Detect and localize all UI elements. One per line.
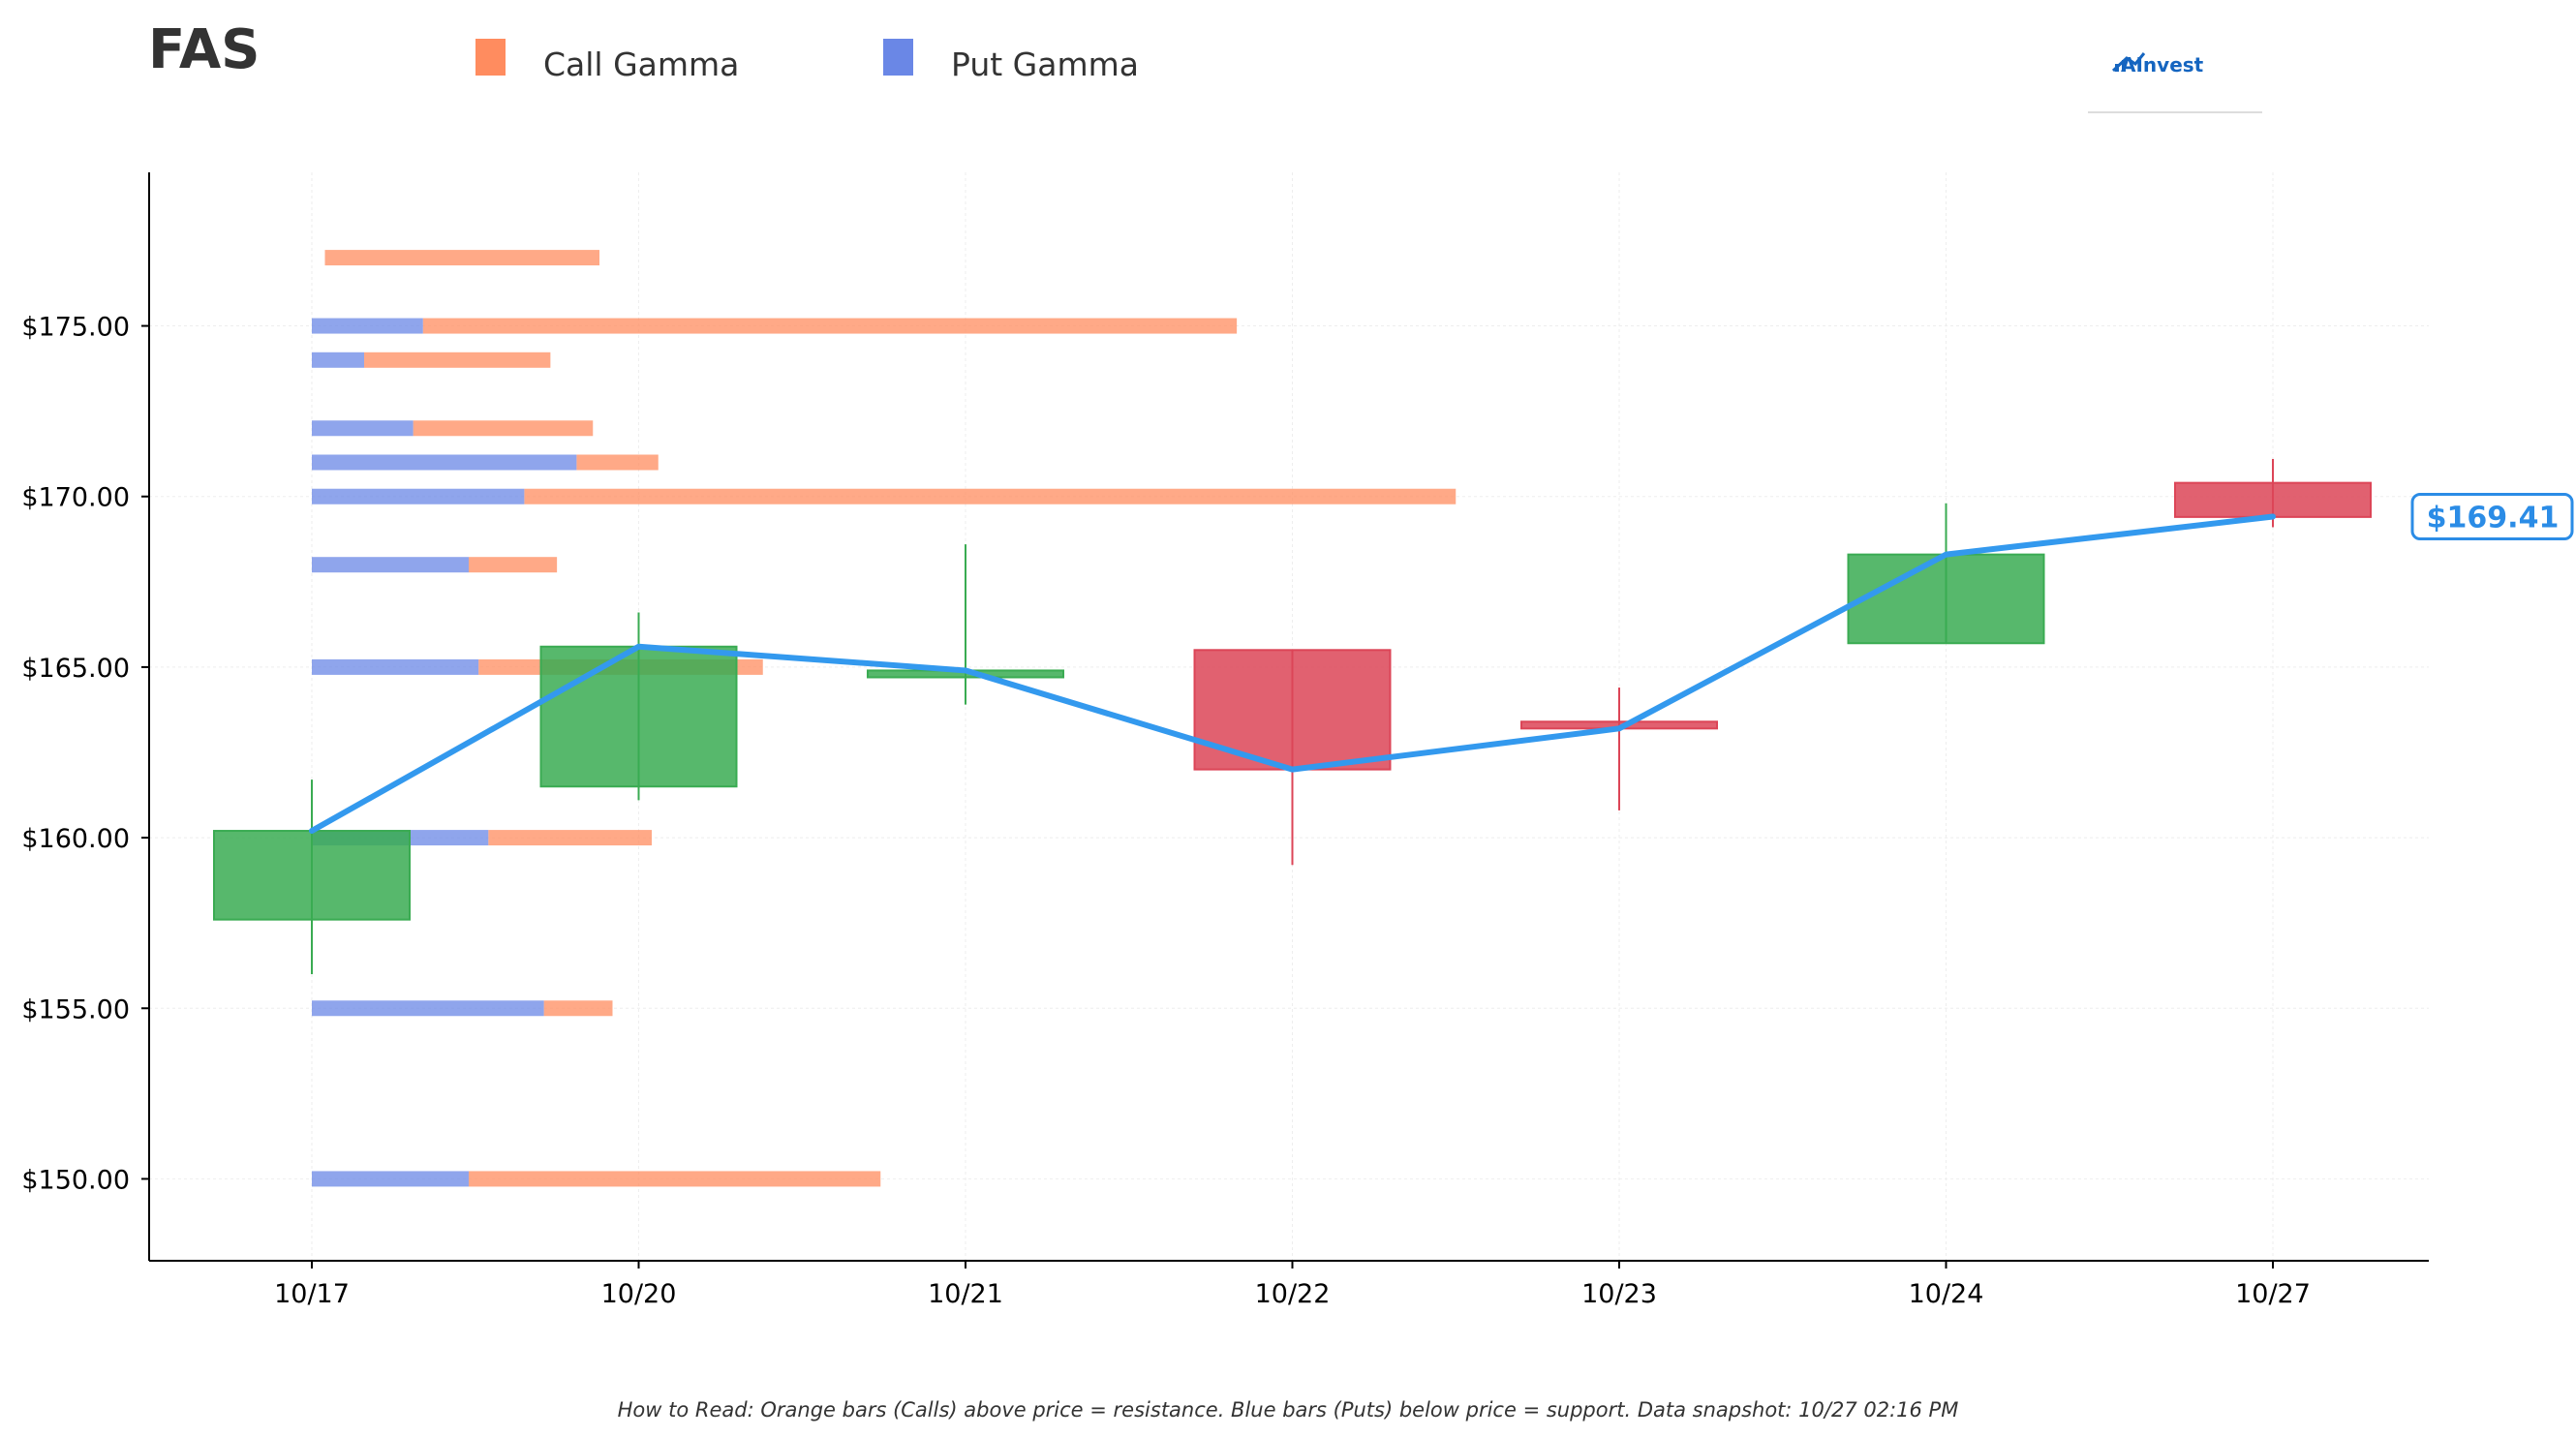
put-gamma-bar [312,454,577,471]
put-gamma-bar [312,420,414,437]
call-gamma-bar [524,488,1457,504]
call-gamma-bar [488,830,652,846]
y-tick-label: $170.00 [21,483,130,513]
ainvest-logo: AInvest [2088,52,2262,113]
labels: $150.00 $155.00 $160.00 $165.00 $170.00 $175.… [21,313,2574,1309]
x-tick-label: 10/20 [601,1279,677,1309]
chart-title: FAS [148,18,261,81]
candle-body [1847,553,2045,645]
call-gamma-bar [543,1000,613,1017]
y-tick-label: $155.00 [21,994,130,1024]
call-gamma-bar [413,420,594,437]
logo-chart-icon [2111,52,2146,73]
put-gamma-bar [312,318,423,334]
x-tick-label: 10/21 [928,1279,1003,1309]
last-price-label: $169.41 [2427,502,2560,535]
x-tick-label: 10/17 [274,1279,350,1309]
x-tick-label: 10/22 [1255,1279,1331,1309]
legend-label-call: Call Gamma [543,46,739,83]
x-tick-label: 10/24 [1909,1279,1984,1309]
candle-body [2174,481,2372,518]
call-gamma-bar [364,352,551,368]
footnote: How to Read: Orange bars (Calls) above p… [618,1398,1959,1422]
put-gamma-bar [312,658,479,675]
put-gamma-bar [312,1171,469,1187]
gamma-bars [312,250,1457,1187]
legend-swatch-put [883,39,913,76]
axes [141,172,2429,1269]
y-tick-label: $165.00 [21,654,130,684]
legend-label-put: Put Gamma [951,46,1139,83]
candle-body [539,645,738,788]
legend-swatch-call [475,39,506,76]
call-gamma-bar [469,557,558,573]
logo-text: AInvest [2121,53,2204,76]
y-tick-label: $150.00 [21,1165,130,1195]
call-gamma-bar [324,250,599,266]
call-gamma-bar [422,318,1238,334]
x-tick-label: 10/23 [1581,1279,1657,1309]
legend: Call Gamma Put Gamma [475,39,1139,83]
x-tick-label: 10/27 [2235,1279,2311,1309]
y-tick-label: $160.00 [21,824,130,854]
last-price-box [2410,493,2574,541]
candle-body [213,830,411,921]
call-gamma-bar [576,454,659,471]
put-gamma-bar [312,557,469,573]
y-tick-label: $175.00 [21,313,130,343]
put-gamma-bar [312,1000,544,1017]
call-gamma-bar [469,1171,881,1187]
price-line [309,513,2276,835]
put-gamma-bar [312,488,525,504]
price-line-group [309,513,2276,835]
put-gamma-bar [312,352,364,368]
